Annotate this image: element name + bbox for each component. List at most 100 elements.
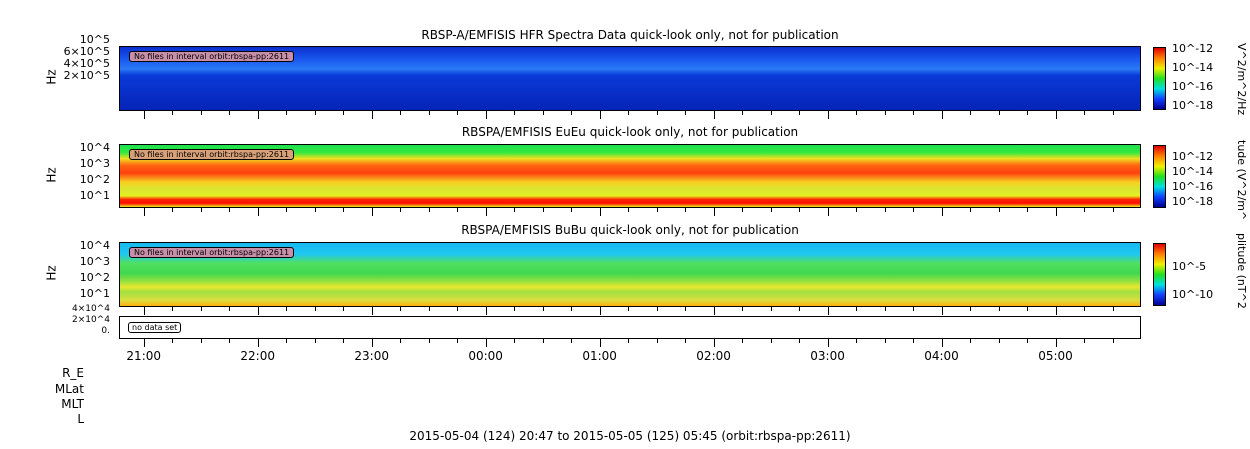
- x-minor-tick: [457, 208, 459, 212]
- ephem-label: L: [77, 412, 84, 426]
- x-minor-tick: [1027, 307, 1029, 311]
- x-minor-tick: [628, 208, 630, 212]
- x-minor-tick: [400, 307, 402, 311]
- panel2-title: RBSPA/EMFISIS EuEu quick-look only, not …: [461, 125, 799, 139]
- x-major-tick: [827, 339, 829, 347]
- x-minor-tick: [856, 339, 858, 343]
- ytick: 2×10^5: [63, 69, 110, 82]
- x-minor-tick: [286, 111, 288, 115]
- x-minor-tick: [1084, 339, 1085, 343]
- x-minor-tick: [685, 111, 687, 115]
- ytick: 10^5: [79, 33, 110, 46]
- x-minor-tick: [314, 111, 316, 115]
- x-minor-tick: [428, 307, 430, 311]
- x-minor-tick: [970, 208, 972, 212]
- x-minor-tick: [742, 111, 744, 115]
- x-minor-tick: [343, 307, 345, 311]
- x-minor-tick: [400, 208, 402, 212]
- x-minor-tick: [742, 307, 744, 311]
- panel1-title: RBSP-A/EMFISIS HFR Spectra Data quick-lo…: [421, 28, 839, 42]
- x-minor-tick: [685, 208, 687, 212]
- x-minor-tick: [200, 208, 202, 212]
- x-minor-tick: [400, 111, 402, 115]
- x-major-tick: [713, 208, 715, 216]
- cbar-tick: 10^-18: [1172, 195, 1214, 208]
- x-major-tick: [485, 208, 487, 216]
- no-files-badge: No files in interval orbit:rbspa-pp:2611: [129, 51, 295, 62]
- x-minor-tick: [742, 339, 744, 343]
- x-minor-tick: [656, 208, 658, 212]
- x-major-tick: [827, 111, 829, 119]
- x-minor-tick: [913, 208, 915, 212]
- x-major-tick: [827, 208, 829, 216]
- x-minor-tick: [628, 307, 630, 311]
- x-minor-tick: [314, 339, 316, 343]
- x-tick-label: 21:00: [126, 349, 162, 363]
- x-minor-tick: [998, 208, 1000, 212]
- x-minor-tick: [286, 208, 288, 212]
- x-minor-tick: [656, 111, 658, 115]
- cbar-tick: 10^-12: [1172, 42, 1214, 55]
- x-minor-tick: [685, 339, 687, 343]
- cbar-label: plitude (nT^2: [1235, 233, 1248, 309]
- x-minor-tick: [970, 339, 972, 343]
- x-minor-tick: [913, 339, 915, 343]
- panel3-title: RBSPA/EMFISIS BuBu quick-look only, not …: [461, 223, 799, 237]
- x-minor-tick: [913, 307, 915, 311]
- x-minor-tick: [400, 339, 402, 343]
- x-major-tick: [1055, 208, 1057, 216]
- x-tick-label: 22:00: [240, 349, 275, 363]
- x-major-tick: [371, 339, 373, 347]
- x-major-tick: [599, 307, 601, 315]
- x-minor-tick: [343, 208, 345, 212]
- x-major-tick: [485, 111, 487, 119]
- x-tick-label: 02:00: [696, 349, 731, 363]
- x-minor-tick: [571, 307, 573, 311]
- x-major-tick: [599, 111, 601, 119]
- x-major-tick: [713, 307, 715, 315]
- empty-panel: no data set: [119, 316, 1141, 339]
- x-major-tick: [143, 307, 145, 315]
- x-minor-tick: [428, 111, 430, 115]
- x-minor-tick: [571, 339, 573, 343]
- x-minor-tick: [428, 339, 430, 343]
- x-minor-tick: [343, 111, 345, 115]
- x-minor-tick: [457, 307, 459, 311]
- x-minor-tick: [1084, 111, 1085, 115]
- x-major-tick: [371, 111, 373, 119]
- x-minor-tick: [998, 339, 1000, 343]
- x-minor-tick: [884, 111, 886, 115]
- ephem-label: R_E: [62, 366, 84, 380]
- x-minor-tick: [343, 339, 345, 343]
- x-major-tick: [599, 208, 601, 216]
- x-minor-tick: [799, 339, 801, 343]
- x-tick-label: 05:00: [1038, 349, 1073, 363]
- x-minor-tick: [514, 208, 516, 212]
- x-minor-tick: [742, 208, 744, 212]
- ytick: 10^1: [79, 189, 110, 202]
- x-major-tick: [485, 339, 487, 347]
- cbar-tick: 10^-14: [1172, 165, 1214, 178]
- x-major-tick: [941, 208, 943, 216]
- x-major-tick: [599, 339, 601, 347]
- x-minor-tick: [457, 111, 459, 115]
- x-minor-tick: [286, 307, 288, 311]
- x-minor-tick: [656, 307, 658, 311]
- x-minor-tick: [685, 307, 687, 311]
- x-minor-tick: [656, 339, 658, 343]
- no-files-badge: No files in interval orbit:rbspa-pp:2611: [129, 247, 295, 258]
- x-minor-tick: [542, 208, 544, 212]
- cbar-tick: 10^-12: [1172, 150, 1214, 163]
- x-minor-tick: [229, 339, 231, 343]
- x-minor-tick: [229, 208, 231, 212]
- x-minor-tick: [770, 307, 772, 311]
- x-tick-label: 03:00: [810, 349, 845, 363]
- no-data-badge: no data set: [128, 322, 182, 333]
- x-minor-tick: [799, 307, 801, 311]
- x-minor-tick: [229, 307, 231, 311]
- x-major-tick: [941, 111, 943, 119]
- x-minor-tick: [542, 111, 544, 115]
- x-minor-tick: [542, 307, 544, 311]
- x-minor-tick: [229, 111, 231, 115]
